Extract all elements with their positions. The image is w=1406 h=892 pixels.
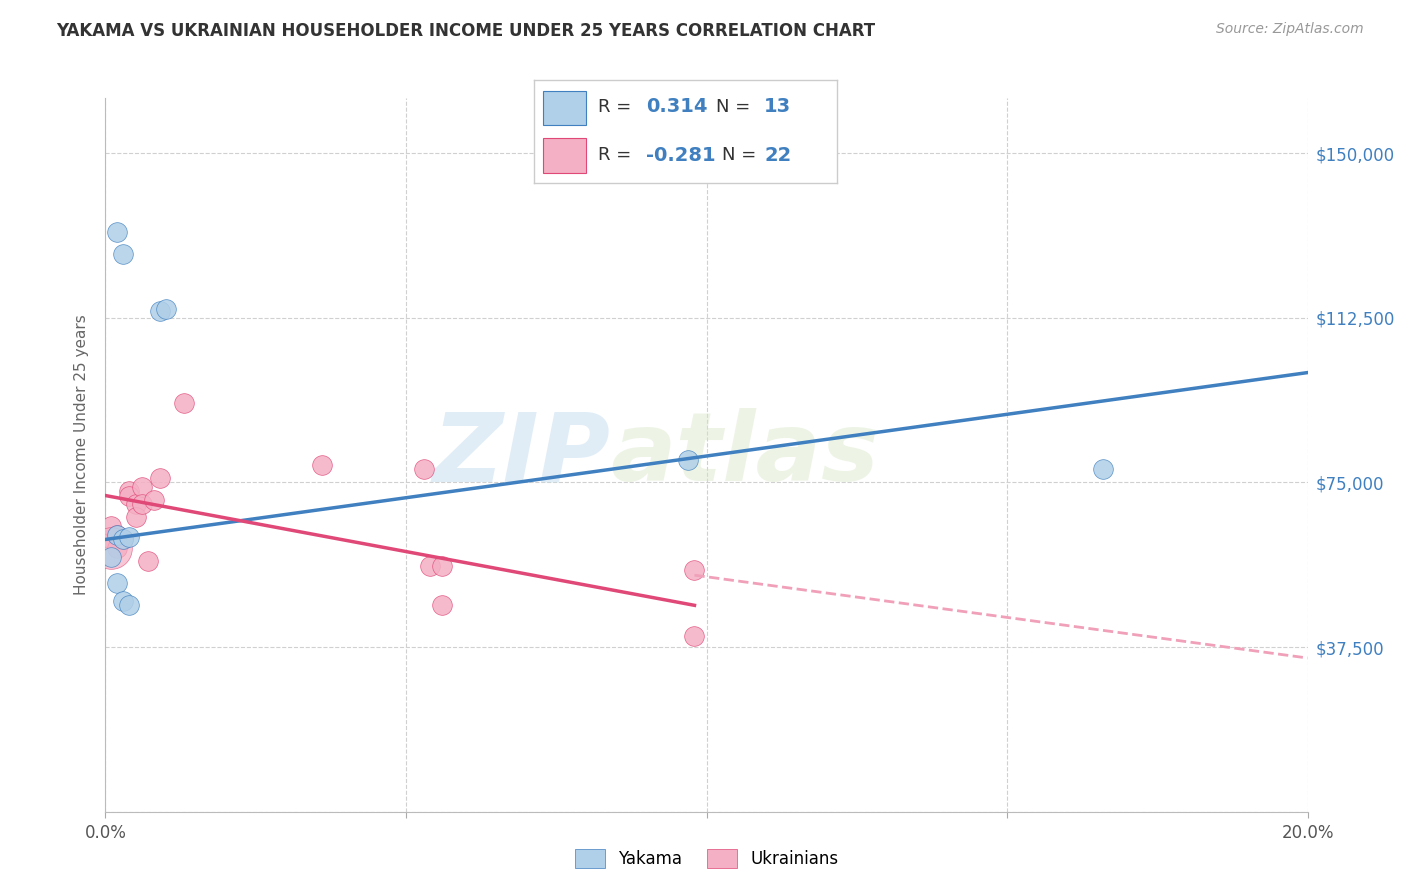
Text: YAKAMA VS UKRAINIAN HOUSEHOLDER INCOME UNDER 25 YEARS CORRELATION CHART: YAKAMA VS UKRAINIAN HOUSEHOLDER INCOME U… — [56, 22, 876, 40]
Point — [100, 533, 122, 547]
Text: N =: N = — [716, 98, 755, 116]
Point — [155, 301, 177, 316]
Point — [124, 497, 146, 511]
Point — [419, 558, 441, 573]
FancyBboxPatch shape — [543, 91, 586, 126]
Point — [311, 458, 333, 472]
Point — [112, 533, 135, 547]
Point — [683, 629, 706, 643]
Point — [107, 225, 129, 239]
Point — [131, 497, 153, 511]
Point — [173, 396, 195, 410]
Point — [124, 510, 146, 524]
Point — [430, 599, 453, 613]
Text: atlas: atlas — [610, 409, 879, 501]
Point — [100, 519, 122, 533]
Text: Source: ZipAtlas.com: Source: ZipAtlas.com — [1216, 22, 1364, 37]
Point — [131, 480, 153, 494]
Point — [107, 576, 129, 591]
Point — [148, 304, 170, 318]
Point — [107, 541, 129, 556]
Point — [413, 462, 436, 476]
Point — [118, 484, 141, 499]
Point — [1092, 462, 1115, 476]
Text: ZIP: ZIP — [433, 409, 610, 501]
Text: R =: R = — [598, 146, 637, 164]
Text: R =: R = — [598, 98, 637, 116]
Text: 22: 22 — [763, 145, 792, 165]
Point — [683, 563, 706, 577]
Point — [100, 541, 122, 556]
Point — [100, 549, 122, 564]
Legend: Yakama, Ukrainians: Yakama, Ukrainians — [568, 842, 845, 875]
FancyBboxPatch shape — [543, 137, 586, 173]
Point — [118, 489, 141, 503]
Point — [118, 599, 141, 613]
Point — [107, 528, 129, 542]
Point — [112, 594, 135, 608]
Point — [148, 471, 170, 485]
Point — [678, 453, 700, 467]
Text: -0.281: -0.281 — [647, 145, 716, 165]
Point — [112, 533, 135, 547]
Text: 13: 13 — [763, 97, 792, 117]
Point — [136, 554, 159, 568]
Y-axis label: Householder Income Under 25 years: Householder Income Under 25 years — [75, 315, 90, 595]
Text: N =: N = — [721, 146, 762, 164]
Point — [112, 247, 135, 261]
Point — [118, 530, 141, 544]
Point — [107, 528, 129, 542]
Point — [430, 558, 453, 573]
Text: 0.314: 0.314 — [647, 97, 707, 117]
Point — [142, 492, 165, 507]
